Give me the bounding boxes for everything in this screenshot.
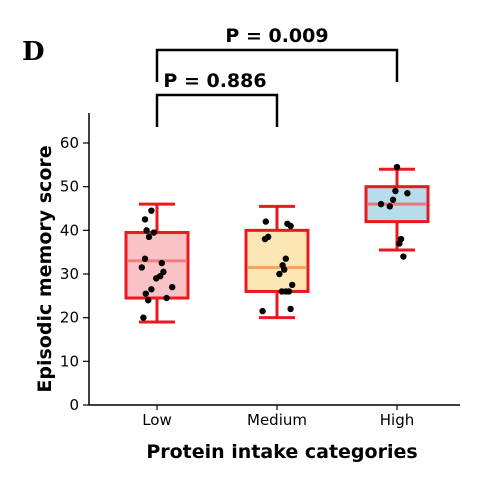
y-tick-label: 0: [69, 396, 79, 414]
boxes: [124, 163, 430, 324]
data-point: [158, 259, 165, 267]
data-point: [287, 305, 294, 313]
x-tick-label: Low: [142, 411, 172, 429]
y-axis-title: Episodic memory score: [34, 145, 56, 392]
data-point: [262, 218, 269, 225]
data-point: [389, 196, 397, 203]
data-point: [392, 187, 399, 195]
data-point: [282, 255, 289, 262]
data-point: [145, 233, 153, 241]
data-point: [145, 297, 152, 304]
box-low: [124, 202, 190, 324]
data-point: [404, 190, 411, 197]
data-point: [148, 286, 155, 293]
data-point: [138, 264, 145, 271]
box-high: [364, 163, 430, 260]
data-point: [140, 314, 147, 321]
data-point: [163, 294, 170, 302]
bracket-low-high: P = 0.009: [155, 25, 399, 82]
plot-area: 0 10 20 30 40 50 60 Low Medium High: [60, 113, 460, 429]
data-point: [141, 255, 149, 262]
p-value-label: P = 0.009: [225, 25, 328, 47]
y-tick-label: 60: [60, 134, 79, 152]
data-point: [386, 203, 393, 210]
x-tick-label: High: [380, 411, 414, 429]
iqr-box: [244, 228, 310, 293]
data-point: [289, 281, 296, 289]
data-point: [287, 222, 294, 230]
data-point: [148, 207, 155, 214]
data-point: [142, 290, 149, 297]
y-tick-label: 20: [60, 309, 79, 327]
data-point: [160, 268, 167, 276]
y-tick-label: 50: [60, 178, 79, 196]
data-point: [169, 283, 176, 291]
data-point: [377, 200, 385, 208]
data-point: [259, 307, 266, 315]
panel-letter: D: [22, 37, 45, 67]
data-point: [393, 163, 401, 171]
p-value-label: P = 0.886: [163, 70, 266, 92]
bracket-low-medium: P = 0.886: [155, 70, 279, 127]
y-ticks: 0 10 20 30 40 50 60: [60, 134, 89, 414]
data-point: [143, 227, 150, 234]
x-axis-title: Protein intake categories: [146, 441, 417, 463]
x-ticks: Low Medium High: [142, 405, 414, 429]
data-point: [265, 233, 272, 241]
x-tick-label: Medium: [247, 411, 307, 429]
data-point: [397, 235, 405, 243]
data-point: [276, 270, 283, 278]
significance-brackets: P = 0.886 P = 0.009: [155, 25, 399, 127]
y-tick-label: 10: [60, 352, 79, 370]
box-medium: [244, 204, 310, 320]
bracket-line: [155, 93, 279, 127]
data-point: [285, 288, 293, 295]
y-tick-label: 40: [60, 221, 79, 239]
bracket-line: [155, 48, 399, 82]
data-point: [141, 216, 149, 223]
data-point: [400, 253, 407, 260]
y-tick-label: 30: [60, 265, 79, 283]
iqr-box: [124, 231, 190, 300]
data-point: [150, 229, 157, 236]
data-point: [279, 262, 286, 269]
